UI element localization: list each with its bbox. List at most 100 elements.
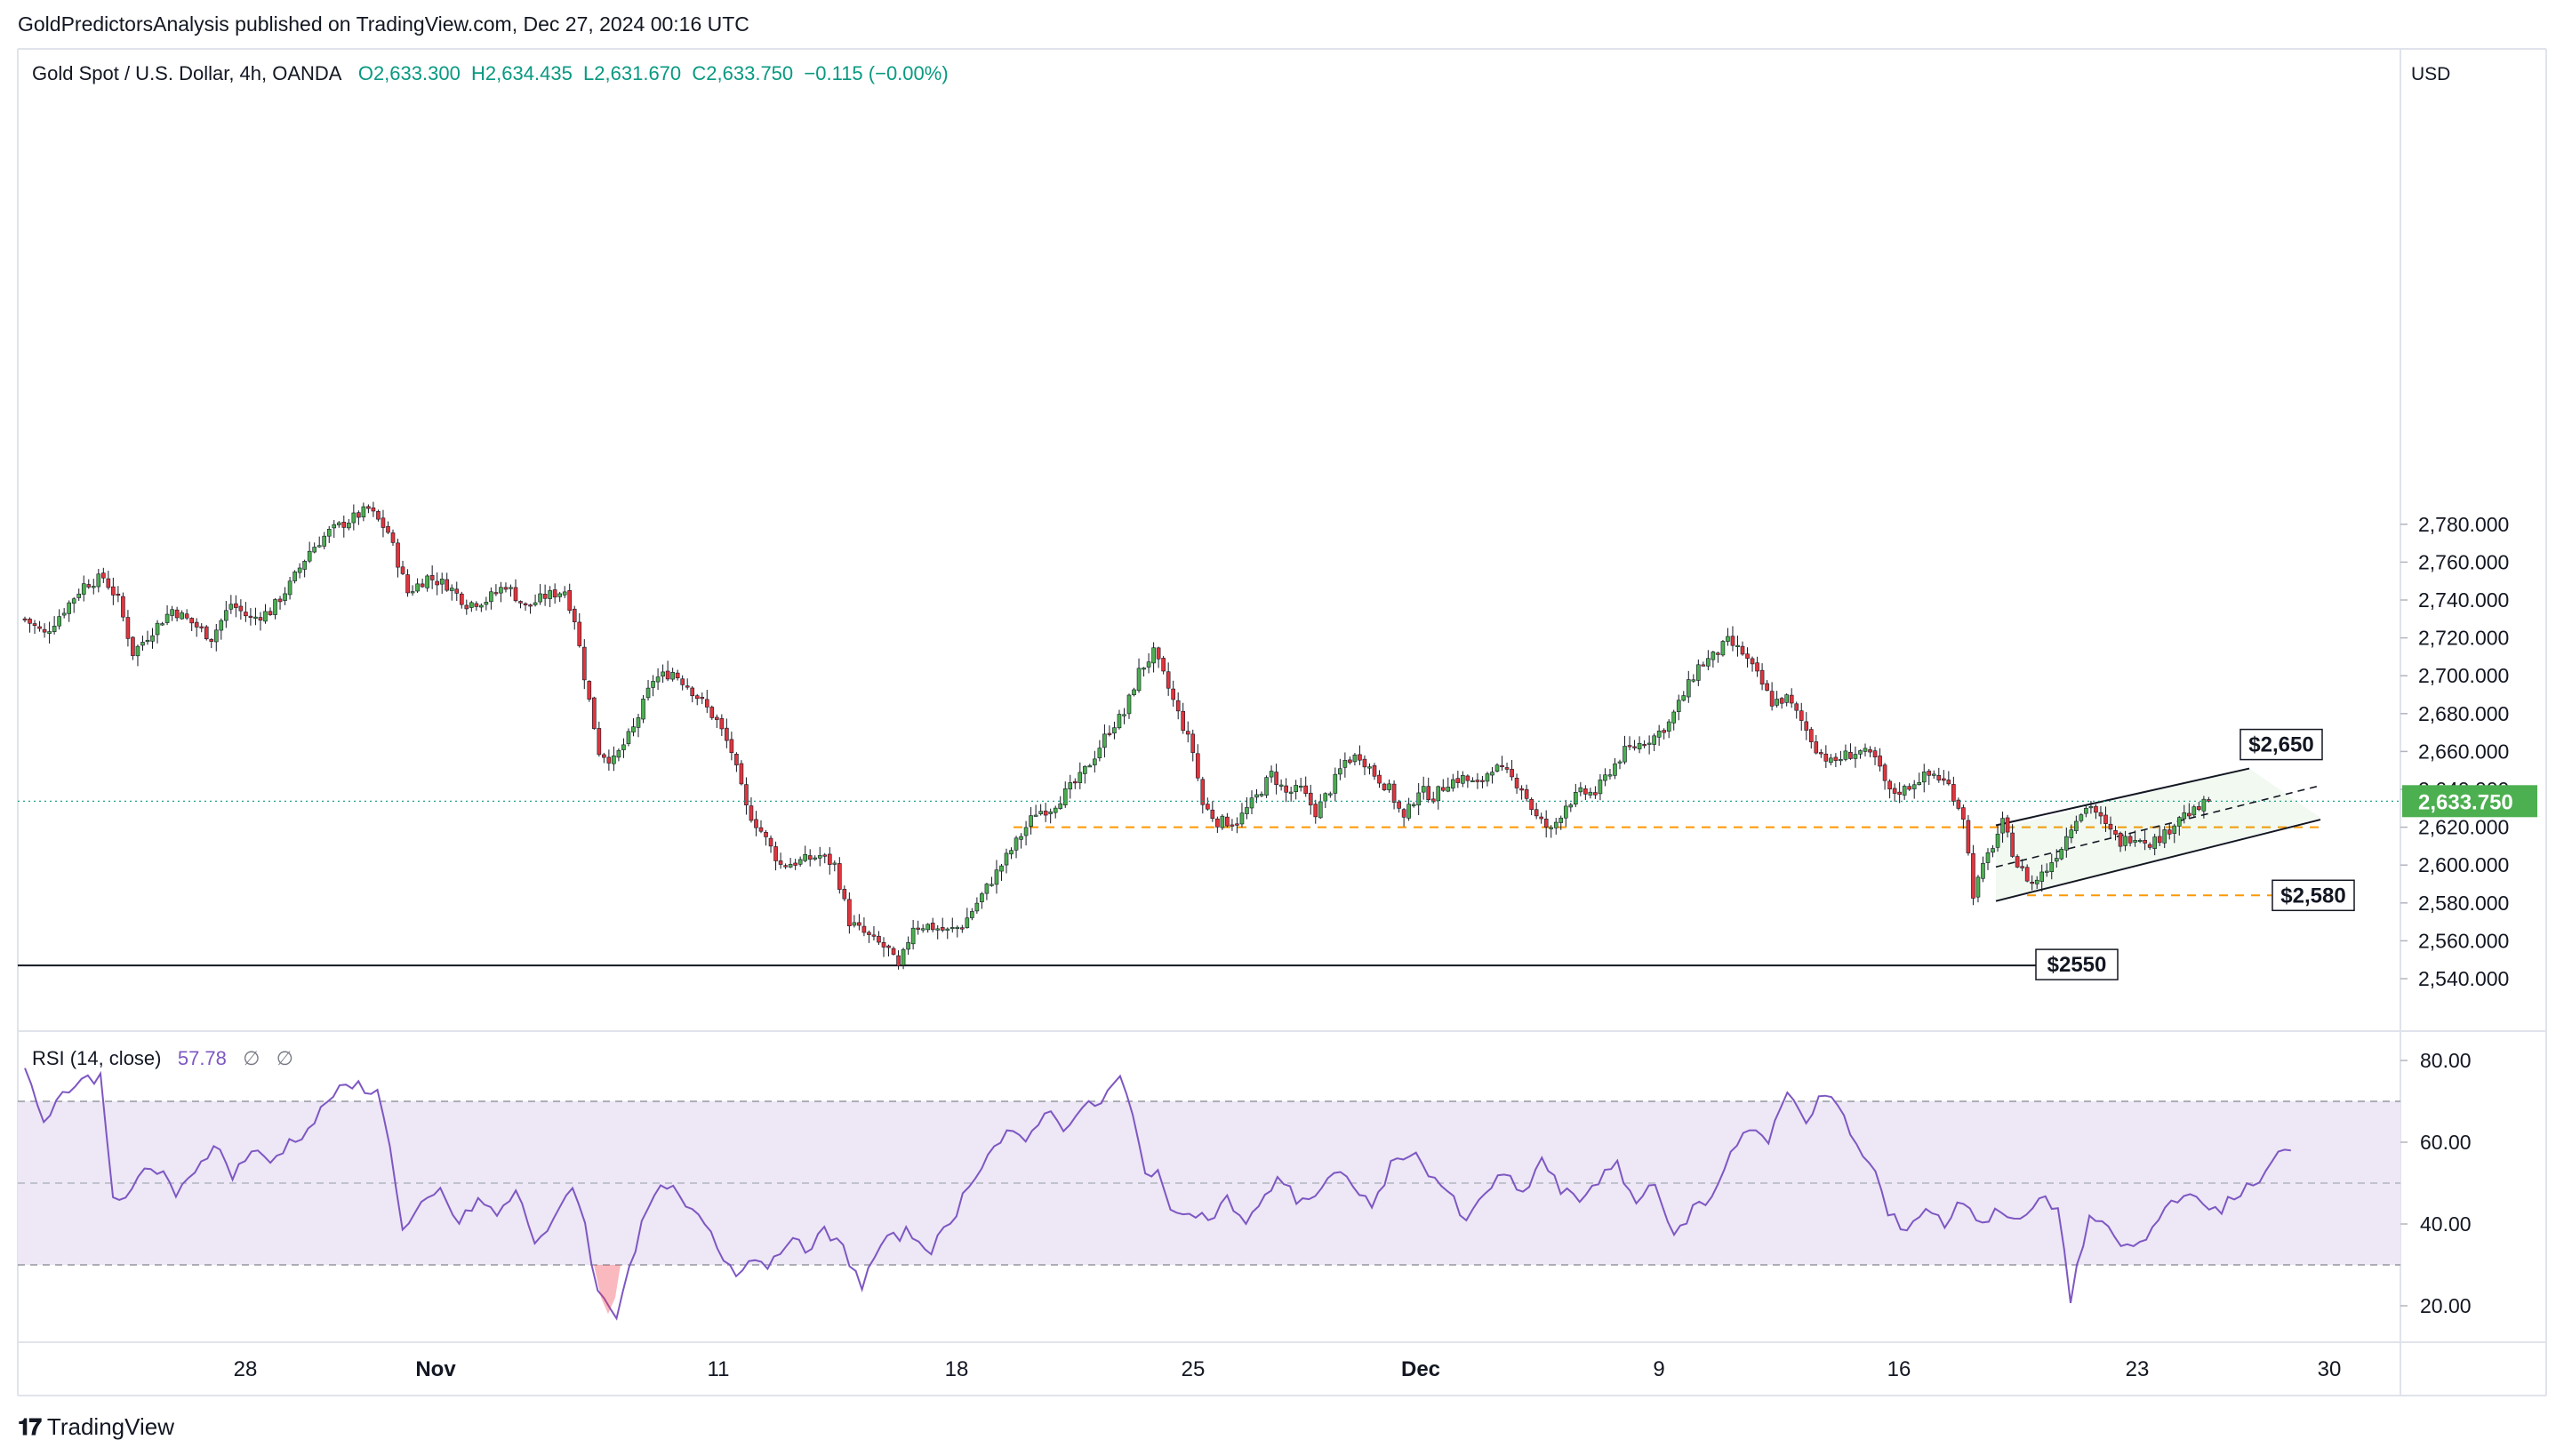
candle-down bbox=[459, 593, 464, 605]
candle-up bbox=[224, 610, 228, 621]
candle-up bbox=[1784, 694, 1789, 703]
ohlc-low: L2,631.670 bbox=[583, 62, 682, 84]
candle-down bbox=[690, 687, 695, 697]
candle-down bbox=[184, 613, 189, 619]
candle-up bbox=[1775, 699, 1779, 706]
candle-up bbox=[316, 545, 322, 548]
tradingview-brand[interactable]: 𝟏𝟕 TradingView bbox=[18, 1413, 174, 1442]
candle-up bbox=[990, 884, 994, 886]
candle-up bbox=[616, 750, 621, 758]
candle-down bbox=[258, 617, 263, 621]
candle-down bbox=[725, 727, 729, 741]
candle-down bbox=[930, 923, 935, 931]
candle-up bbox=[1902, 786, 1907, 796]
currency-selector[interactable]: USD bbox=[2411, 64, 2451, 84]
symbol-title[interactable]: Gold Spot / U.S. Dollar, 4h, OANDA bbox=[32, 62, 342, 84]
candle-down bbox=[960, 927, 965, 930]
candle-up bbox=[1623, 746, 1627, 763]
candle-up bbox=[1406, 804, 1411, 819]
candle-down bbox=[189, 618, 194, 624]
candle-down bbox=[174, 609, 180, 619]
price-channel[interactable] bbox=[1995, 767, 2321, 902]
candle-down bbox=[513, 587, 518, 602]
candle-down bbox=[719, 718, 725, 730]
candle-up bbox=[965, 917, 970, 928]
candle-up bbox=[1681, 695, 1687, 701]
candle-up bbox=[1220, 815, 1225, 828]
candle-up bbox=[336, 522, 341, 525]
candle-down bbox=[1430, 798, 1436, 803]
candle-up bbox=[1288, 791, 1294, 794]
candle-down bbox=[248, 615, 253, 618]
candle-up bbox=[1588, 791, 1593, 796]
candle-down bbox=[1185, 731, 1190, 735]
candle-up bbox=[852, 922, 857, 926]
candle-up bbox=[788, 864, 793, 868]
candle-down bbox=[1206, 804, 1210, 810]
candle-down bbox=[2020, 866, 2024, 868]
candle-down bbox=[2103, 814, 2108, 824]
candle-up bbox=[1352, 754, 1358, 763]
candle-down bbox=[1942, 778, 1946, 781]
candle-up bbox=[2162, 829, 2167, 844]
candle-up bbox=[1239, 812, 1245, 825]
price-tick-label: 2,540.000 bbox=[2418, 967, 2509, 990]
label-2650: $2,650 bbox=[2248, 733, 2313, 757]
candle-up bbox=[1853, 754, 1858, 759]
candle-down bbox=[665, 670, 670, 680]
candle-down bbox=[1161, 658, 1166, 672]
candle-up bbox=[145, 639, 150, 643]
time-tick-label: 18 bbox=[945, 1357, 969, 1381]
price-tick-label: 2,780.000 bbox=[2418, 513, 2509, 536]
candle-up bbox=[479, 604, 484, 608]
candle-down bbox=[1872, 750, 1878, 757]
candle-up bbox=[832, 862, 837, 865]
candle-down bbox=[22, 618, 28, 620]
candle-down bbox=[847, 899, 852, 926]
candle-down bbox=[2127, 836, 2133, 844]
candle-down bbox=[1440, 787, 1446, 791]
candle-up bbox=[1333, 773, 1338, 794]
time-tick-label: Dec bbox=[1401, 1357, 1440, 1381]
symbol-legend: Gold Spot / U.S. Dollar, 4h, OANDA O2,63… bbox=[32, 62, 949, 85]
rsi-oversold-fill bbox=[594, 1265, 621, 1315]
candle-up bbox=[2201, 798, 2207, 812]
candle-up bbox=[61, 612, 67, 616]
candle-down bbox=[1313, 804, 1318, 818]
candle-down bbox=[807, 855, 813, 860]
candle-up bbox=[1578, 787, 1583, 793]
candle-down bbox=[2147, 844, 2152, 848]
candle-down bbox=[474, 603, 479, 607]
candle-up bbox=[1078, 772, 1083, 783]
price-axis[interactable]: 2,780.000 2,760.000 2,740.000 2,720.000 2,70… bbox=[2400, 513, 2537, 990]
candle-up bbox=[1318, 801, 1323, 819]
rsi-axis[interactable]: 80.00 60.00 40.00 20.00 bbox=[2400, 1049, 2472, 1317]
candle-down bbox=[704, 699, 709, 708]
candle-down bbox=[606, 756, 612, 764]
candle-up bbox=[925, 924, 930, 931]
level-labels[interactable]: $2550 $2,650 $2,580 bbox=[2035, 728, 2355, 980]
candle-down bbox=[773, 846, 778, 861]
candle-down bbox=[1107, 732, 1112, 735]
candle-up bbox=[1436, 786, 1441, 802]
candle-down bbox=[2167, 829, 2172, 835]
candle-up bbox=[1038, 811, 1043, 814]
candle-up bbox=[557, 593, 562, 597]
candle-up bbox=[96, 573, 101, 588]
candle-up bbox=[641, 699, 645, 720]
candle-down bbox=[1529, 798, 1534, 811]
candle-up bbox=[2054, 858, 2059, 862]
time-tick-label: 30 bbox=[2318, 1357, 2342, 1381]
candle-down bbox=[125, 617, 131, 639]
candle-up bbox=[1062, 788, 1068, 805]
rsi-title[interactable]: RSI (14, close) bbox=[32, 1047, 162, 1069]
candle-up bbox=[1490, 772, 1494, 776]
rsi-tick-label: 80.00 bbox=[2420, 1049, 2472, 1072]
candle-up bbox=[1829, 757, 1833, 764]
candle-down bbox=[1946, 780, 1951, 785]
candle-down bbox=[1897, 791, 1902, 796]
time-axis[interactable]: 28 Nov 11 18 25 Dec 9 16 23 30 bbox=[234, 1357, 2342, 1381]
candle-down bbox=[503, 587, 509, 590]
candle-up bbox=[287, 580, 292, 596]
